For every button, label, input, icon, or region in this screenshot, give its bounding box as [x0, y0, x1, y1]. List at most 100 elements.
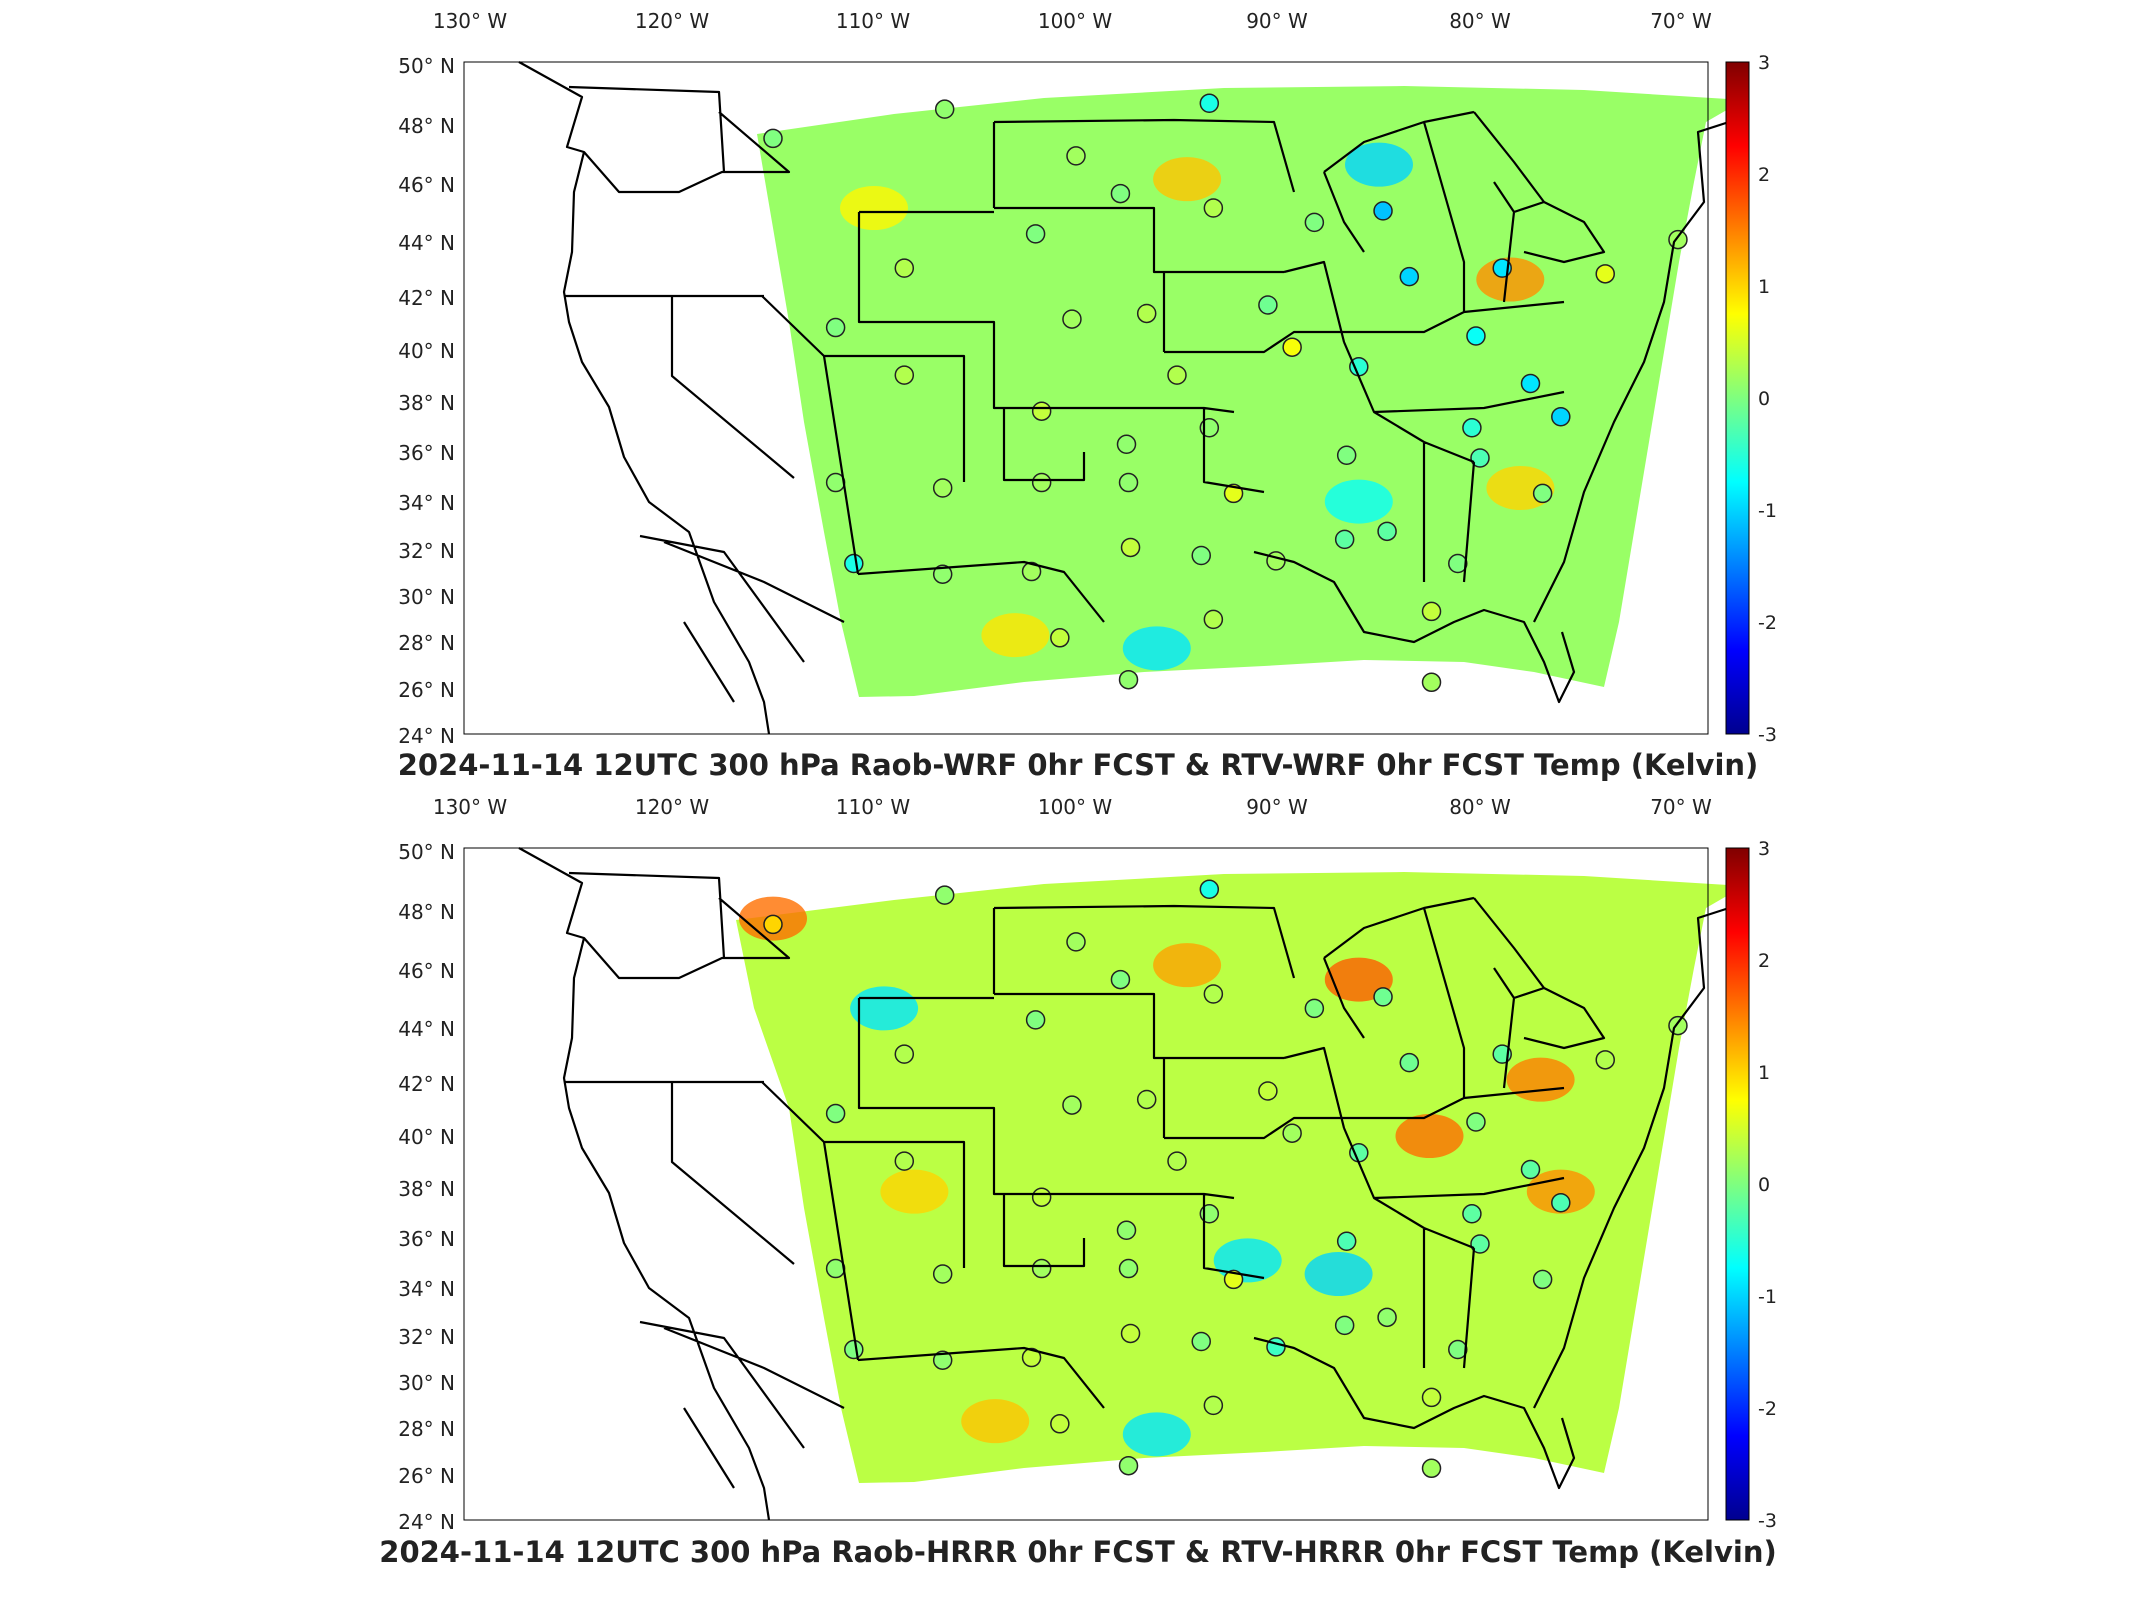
raob-station-marker	[1110, 969, 1131, 990]
raob-station-marker	[1025, 224, 1046, 244]
colorbar-tick: 3	[1758, 838, 1770, 860]
raob-station-marker	[1551, 406, 1571, 427]
raob-station-marker	[1462, 1204, 1482, 1224]
raob-station-marker	[1223, 1269, 1244, 1290]
anomaly-patch	[1153, 157, 1222, 202]
raob-station-marker	[844, 553, 864, 574]
raob-station-marker	[1031, 472, 1052, 493]
colorbar-tick: -2	[1758, 1398, 1777, 1420]
lat-tick: 38° N	[398, 391, 455, 415]
anomaly-patch	[880, 1169, 949, 1214]
lat-tick: 50° N	[398, 840, 455, 864]
lat-tick: 46° N	[398, 959, 455, 983]
raob-station-marker	[1448, 1339, 1468, 1360]
lat-tick: 32° N	[398, 1325, 455, 1349]
raob-station-marker	[1031, 1258, 1052, 1279]
coastline-and-borders	[518, 847, 1730, 1521]
raob-station-marker	[1066, 146, 1086, 166]
colorbar-scale	[1725, 61, 1750, 735]
raob-station-marker	[1334, 1315, 1355, 1336]
lat-tick: 34° N	[398, 491, 455, 515]
raob-station-marker	[1532, 1269, 1553, 1290]
map-area	[463, 847, 1744, 1521]
lon-tick: 130° W	[433, 9, 508, 33]
raob-station-marker	[825, 1103, 846, 1124]
colorbar-tick: 0	[1758, 388, 1770, 410]
raob-station-marker	[1421, 1458, 1442, 1479]
raob-station-marker	[1062, 309, 1082, 329]
lat-tick: 28° N	[398, 631, 455, 655]
colorbar-tick: -3	[1758, 724, 1777, 746]
anomaly-patch	[981, 613, 1050, 658]
raob-stations	[763, 879, 1688, 1479]
lon-tick: 70° W	[1650, 9, 1712, 33]
anomaly-patch	[1526, 1169, 1595, 1214]
raob-station-marker	[932, 1350, 953, 1370]
raob-station-marker	[1118, 472, 1139, 493]
raob-station-marker	[1282, 337, 1302, 357]
raob-station-marker	[1266, 1337, 1286, 1357]
colorbar-tick: -2	[1758, 612, 1777, 634]
raob-station-marker	[1399, 1052, 1420, 1073]
raob-station-marker	[894, 365, 915, 385]
raob-station-marker	[1116, 1220, 1137, 1241]
colorbar-tick: 2	[1758, 950, 1770, 972]
raob-station-marker	[1520, 373, 1541, 394]
colorbar: 3 2 1 0 -1 -2 -3	[1725, 838, 1777, 1532]
raob-station-marker	[1470, 448, 1490, 468]
raob-station-marker	[1421, 601, 1442, 622]
raob-station-marker	[1304, 998, 1325, 1019]
lon-tick: 80° W	[1449, 795, 1511, 819]
raob-station-marker	[1062, 1095, 1082, 1115]
raob-station-marker	[1199, 93, 1220, 114]
raob-station-marker	[1021, 1347, 1042, 1368]
panel-title: 2024-11-14 12UTC 300 hPa Raob-WRF 0hr FC…	[398, 748, 1759, 782]
raob-station-marker	[932, 564, 953, 584]
lon-axis-top: 130° W 120° W 110° W 100° W 90° W 80° W …	[433, 9, 1712, 33]
raob-station-marker	[1167, 365, 1187, 385]
lon-tick: 100° W	[1038, 795, 1113, 819]
raob-station-marker	[1336, 445, 1357, 465]
lat-tick: 42° N	[398, 286, 455, 310]
raob-station-marker	[1118, 669, 1139, 690]
raob-station-marker	[1520, 1159, 1541, 1180]
raob-station-marker	[1203, 609, 1224, 630]
raob-stations	[763, 93, 1688, 693]
lat-tick: 26° N	[398, 678, 455, 702]
raob-station-marker	[1266, 551, 1286, 571]
raob-station-marker	[1025, 1010, 1046, 1030]
anomaly-patch	[1122, 626, 1191, 671]
lon-tick: 130° W	[433, 795, 508, 819]
raob-station-marker	[1532, 483, 1553, 504]
raob-station-marker	[894, 1151, 915, 1171]
raob-station-marker	[1203, 1395, 1224, 1416]
lon-tick: 80° W	[1449, 9, 1511, 33]
lon-tick: 70° W	[1650, 795, 1712, 819]
raob-station-marker	[1373, 987, 1393, 1007]
raob-station-marker	[1066, 932, 1086, 952]
raob-station-marker	[1116, 434, 1137, 455]
raob-station-marker	[1031, 1187, 1052, 1207]
lon-axis-top: 130° W 120° W 110° W 100° W 90° W 80° W …	[433, 795, 1712, 819]
lat-tick: 36° N	[398, 1227, 455, 1251]
colorbar-tick: -1	[1758, 500, 1777, 522]
lon-tick: 120° W	[635, 9, 710, 33]
anomaly-patch	[850, 986, 919, 1031]
raob-station-marker	[763, 128, 783, 149]
raob-station-marker	[1191, 545, 1211, 566]
raob-station-marker	[763, 914, 783, 935]
raob-station-marker	[844, 1339, 864, 1360]
raob-station-marker	[1668, 1015, 1688, 1036]
anomaly-patch	[840, 186, 908, 230]
temperature-difference-field	[757, 86, 1744, 697]
raob-station-marker	[1258, 1081, 1278, 1101]
lat-tick: 32° N	[398, 539, 455, 563]
raob-station-marker	[1223, 483, 1244, 504]
raob-station-marker	[1120, 537, 1141, 558]
raob-station-marker	[1470, 1234, 1490, 1254]
raob-station-marker	[1199, 879, 1220, 900]
raob-station-marker	[934, 99, 955, 119]
lat-tick: 34° N	[398, 1277, 455, 1301]
lat-tick: 44° N	[398, 231, 455, 255]
raob-station-marker	[1377, 521, 1397, 542]
